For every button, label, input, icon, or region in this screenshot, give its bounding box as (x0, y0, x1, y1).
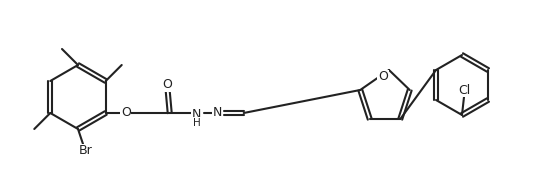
Text: Br: Br (79, 144, 93, 157)
Text: N: N (213, 106, 223, 120)
Text: O: O (162, 78, 172, 92)
Text: O: O (378, 70, 388, 84)
Text: N: N (192, 109, 201, 121)
Text: O: O (121, 106, 131, 120)
Text: H: H (193, 118, 201, 128)
Text: Cl: Cl (458, 84, 470, 97)
